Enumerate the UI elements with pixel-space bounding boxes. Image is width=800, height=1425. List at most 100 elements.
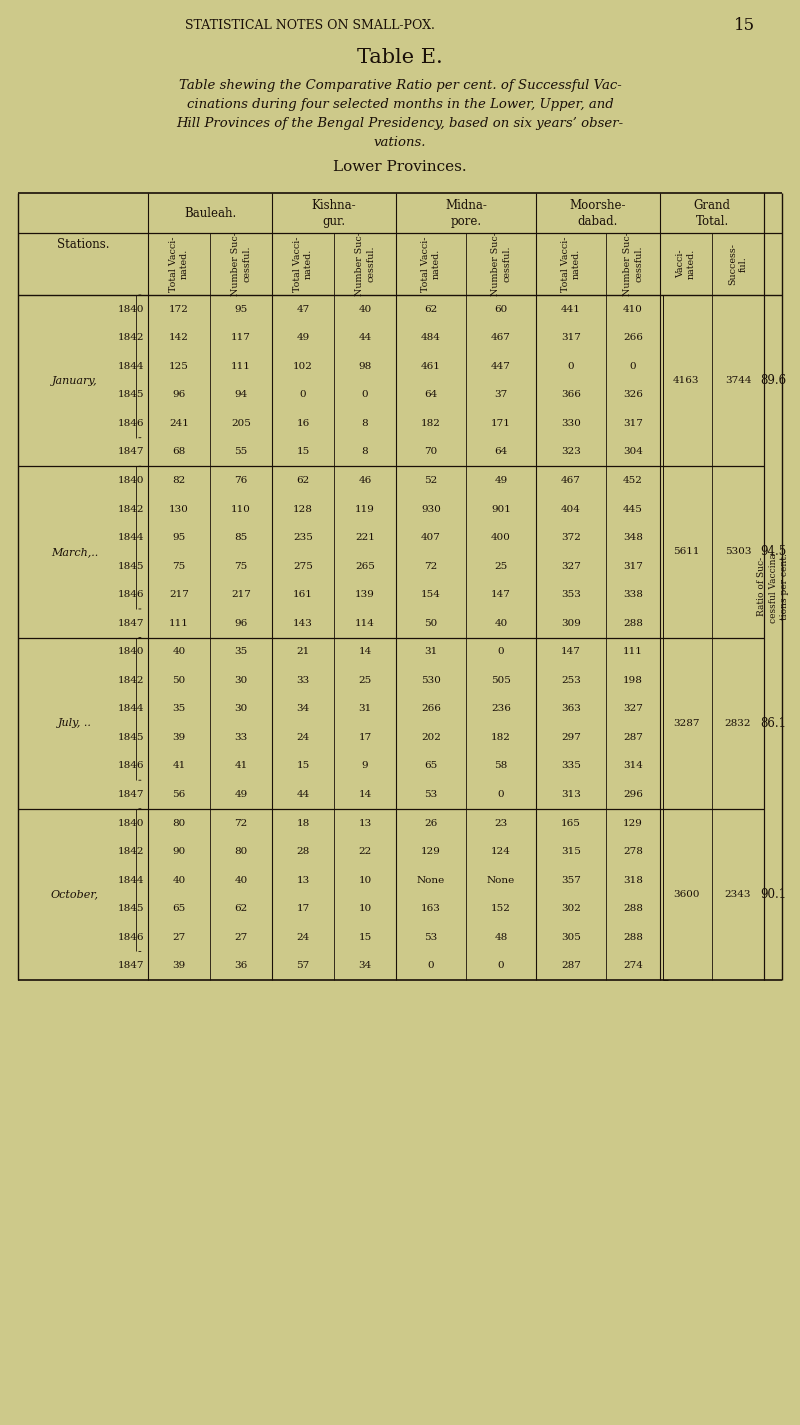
Text: 36: 36 xyxy=(234,962,248,970)
Text: 1847: 1847 xyxy=(118,618,144,628)
Text: 1840: 1840 xyxy=(118,476,144,485)
Text: 95: 95 xyxy=(172,533,186,542)
Text: July, ..: July, .. xyxy=(58,718,92,728)
Text: 0: 0 xyxy=(362,390,368,399)
Text: 41: 41 xyxy=(172,761,186,771)
Text: 461: 461 xyxy=(421,362,441,370)
Text: 44: 44 xyxy=(296,789,310,799)
Text: 53: 53 xyxy=(424,789,438,799)
Text: 39: 39 xyxy=(172,732,186,742)
Text: Stations.: Stations. xyxy=(57,238,110,251)
Text: Total Vacci-
nated.: Total Vacci- nated. xyxy=(293,237,313,292)
Text: 56: 56 xyxy=(172,789,186,799)
Text: January,: January, xyxy=(52,376,98,386)
Text: 15: 15 xyxy=(296,447,310,456)
Text: 102: 102 xyxy=(293,362,313,370)
Text: 49: 49 xyxy=(296,333,310,342)
Text: 129: 129 xyxy=(623,818,643,828)
Text: 152: 152 xyxy=(491,903,511,913)
Text: 274: 274 xyxy=(623,962,643,970)
Text: None: None xyxy=(417,875,445,885)
Text: 9: 9 xyxy=(362,761,368,771)
Text: 317: 317 xyxy=(623,561,643,570)
Text: 317: 317 xyxy=(623,419,643,428)
Text: None: None xyxy=(487,875,515,885)
Text: 13: 13 xyxy=(296,875,310,885)
Text: 182: 182 xyxy=(421,419,441,428)
Text: 353: 353 xyxy=(561,590,581,598)
Text: 441: 441 xyxy=(561,305,581,314)
Text: 129: 129 xyxy=(421,846,441,856)
Text: 530: 530 xyxy=(421,675,441,685)
Text: 33: 33 xyxy=(296,675,310,685)
Text: 24: 24 xyxy=(296,732,310,742)
Text: 49: 49 xyxy=(494,476,508,485)
Text: 338: 338 xyxy=(623,590,643,598)
Text: 235: 235 xyxy=(293,533,313,542)
Text: 305: 305 xyxy=(561,933,581,942)
Text: 0: 0 xyxy=(498,647,504,657)
Text: 62: 62 xyxy=(296,476,310,485)
Text: 142: 142 xyxy=(169,333,189,342)
Text: 75: 75 xyxy=(234,561,248,570)
Text: Ratio of Suc-
cessful Vaccina-
tions per cent.: Ratio of Suc- cessful Vaccina- tions per… xyxy=(758,550,789,623)
Text: Total Vacci-
nated.: Total Vacci- nated. xyxy=(421,237,441,292)
Text: 288: 288 xyxy=(623,618,643,628)
Text: 901: 901 xyxy=(491,504,511,513)
Text: 287: 287 xyxy=(623,732,643,742)
Text: 1840: 1840 xyxy=(118,818,144,828)
Text: 40: 40 xyxy=(358,305,372,314)
Text: 1840: 1840 xyxy=(118,647,144,657)
Text: 278: 278 xyxy=(623,846,643,856)
Text: 47: 47 xyxy=(296,305,310,314)
Text: 80: 80 xyxy=(172,818,186,828)
Text: 205: 205 xyxy=(231,419,251,428)
Text: 96: 96 xyxy=(234,618,248,628)
Text: 1842: 1842 xyxy=(118,333,144,342)
Text: 1842: 1842 xyxy=(118,675,144,685)
Text: 1844: 1844 xyxy=(118,533,144,542)
Text: 35: 35 xyxy=(234,647,248,657)
Text: 49: 49 xyxy=(234,789,248,799)
Text: 31: 31 xyxy=(424,647,438,657)
Text: 28: 28 xyxy=(296,846,310,856)
Text: 72: 72 xyxy=(234,818,248,828)
Text: Number Suc-
cessful.: Number Suc- cessful. xyxy=(491,232,511,296)
Text: 296: 296 xyxy=(623,789,643,799)
Text: 30: 30 xyxy=(234,675,248,685)
Text: 317: 317 xyxy=(561,333,581,342)
Text: 314: 314 xyxy=(623,761,643,771)
Text: 62: 62 xyxy=(234,903,248,913)
Text: 95: 95 xyxy=(234,305,248,314)
Text: March,..: March,.. xyxy=(51,547,98,557)
Text: 0: 0 xyxy=(300,390,306,399)
Text: 0: 0 xyxy=(568,362,574,370)
Text: 288: 288 xyxy=(623,933,643,942)
Text: 304: 304 xyxy=(623,447,643,456)
Text: 64: 64 xyxy=(494,447,508,456)
Text: 1846: 1846 xyxy=(118,419,144,428)
Text: 297: 297 xyxy=(561,732,581,742)
Text: 55: 55 xyxy=(234,447,248,456)
Text: STATISTICAL NOTES ON SMALL-POX.: STATISTICAL NOTES ON SMALL-POX. xyxy=(185,19,435,31)
Text: 221: 221 xyxy=(355,533,375,542)
Text: 110: 110 xyxy=(231,504,251,513)
Text: 34: 34 xyxy=(358,962,372,970)
Text: Table E.: Table E. xyxy=(357,47,443,67)
Text: Kishna-
gur.: Kishna- gur. xyxy=(312,198,356,228)
Text: 357: 357 xyxy=(561,875,581,885)
Text: Midna-
pore.: Midna- pore. xyxy=(445,198,487,228)
Text: 17: 17 xyxy=(296,903,310,913)
Text: 1847: 1847 xyxy=(118,447,144,456)
Text: 50: 50 xyxy=(172,675,186,685)
Text: 94.5: 94.5 xyxy=(760,546,786,559)
Text: Table shewing the Comparative Ratio per cent. of Successful Vac-: Table shewing the Comparative Ratio per … xyxy=(178,78,622,91)
Text: 10: 10 xyxy=(358,875,372,885)
Text: 98: 98 xyxy=(358,362,372,370)
Text: 68: 68 xyxy=(172,447,186,456)
Text: Number Suc-
cessful.: Number Suc- cessful. xyxy=(231,232,251,296)
Text: 1845: 1845 xyxy=(118,561,144,570)
Text: Number Suc-
cessful.: Number Suc- cessful. xyxy=(623,232,643,296)
Text: 14: 14 xyxy=(358,789,372,799)
Text: 70: 70 xyxy=(424,447,438,456)
